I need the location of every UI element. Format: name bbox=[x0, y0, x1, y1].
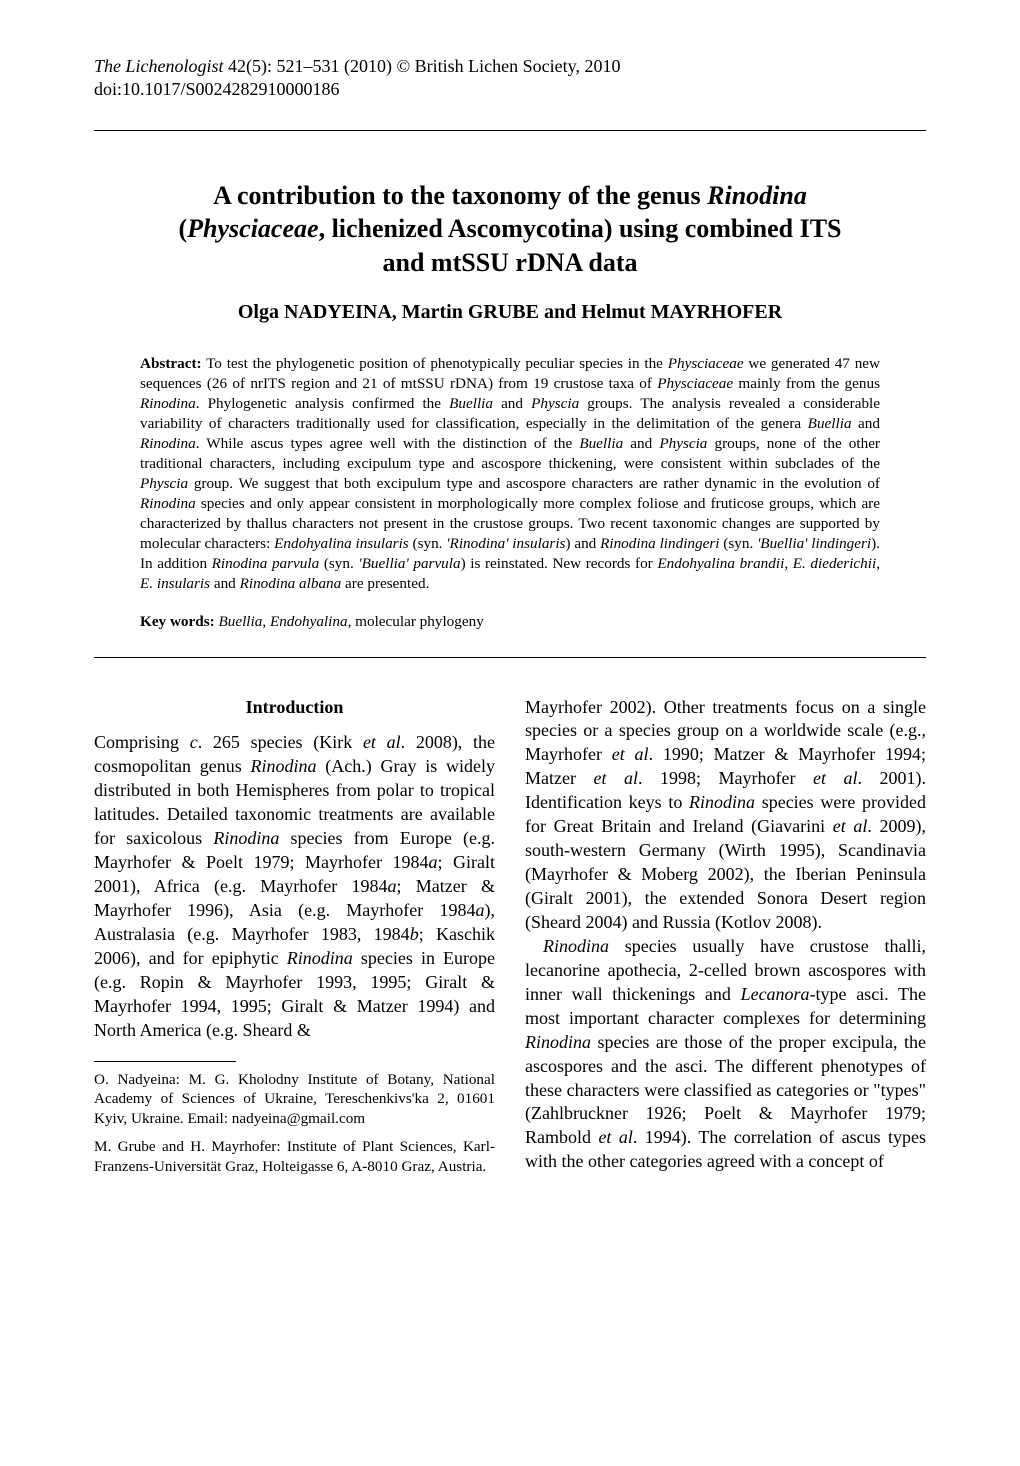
abstract-text: and bbox=[493, 395, 531, 412]
abstract-text: and bbox=[623, 435, 659, 452]
abstract-ital: Rinodina albana bbox=[240, 575, 342, 592]
affiliation-rule bbox=[94, 1061, 236, 1062]
abstract-text: are presented. bbox=[341, 575, 429, 592]
body-ital: b bbox=[410, 924, 419, 944]
abstract-ital: Rinodina parvula bbox=[212, 555, 320, 572]
body-ital: c bbox=[190, 732, 198, 752]
abstract-ital: Rinodina lindingeri bbox=[600, 535, 719, 552]
body-ital: Rinodina bbox=[251, 756, 317, 776]
body-ital: Rinodina bbox=[287, 948, 353, 968]
body-ital: et al bbox=[598, 1127, 632, 1147]
body-ital: Rino­dina bbox=[525, 1032, 591, 1052]
introduction-heading: Introduction bbox=[94, 696, 495, 720]
right-column: Mayrhofer 2002). Other treatments focus … bbox=[525, 696, 926, 1177]
title-seg-ital: Physciaceae bbox=[187, 214, 318, 243]
abstract-ital: Rinodina bbox=[140, 495, 196, 512]
intro-paragraph-1-cont: Mayrhofer 2002). Other treatments focus … bbox=[525, 696, 926, 935]
left-column: Introduction Comprising c. 265 species (… bbox=[94, 696, 495, 1177]
abstract-text: and bbox=[852, 415, 880, 432]
keywords: Key words: Buellia, Endohyalina, molecul… bbox=[140, 613, 880, 631]
keywords-ital: Buellia bbox=[218, 613, 262, 630]
abstract-ital: Endohyalina insularis bbox=[274, 535, 409, 552]
abstract-ital: Buellia bbox=[449, 395, 493, 412]
body-ital: Rinodina bbox=[543, 936, 609, 956]
body-ital: Rinodina bbox=[213, 828, 279, 848]
body-text: Comprising bbox=[94, 732, 190, 752]
abstract-text: To test the phylogenetic position of phe… bbox=[202, 355, 668, 372]
body-text: . 1998; Mayrhofer bbox=[638, 768, 813, 788]
title-block: A contribution to the taxonomy of the ge… bbox=[130, 179, 890, 279]
authors: Olga NADYEINA, Martin GRUBE and Helmut M… bbox=[94, 301, 926, 324]
title-seg: , lichenized Ascomycotina) using combine… bbox=[319, 214, 842, 243]
abstract: Abstract: To test the phylogenetic posit… bbox=[140, 354, 880, 595]
intro-paragraph-2: Rinodina species usually have crustose t… bbox=[525, 935, 926, 1174]
body-ital: et al bbox=[593, 768, 638, 788]
journal-volume: 42(5): 521–531 (2010) © British Lichen S… bbox=[224, 56, 621, 76]
title-seg: ( bbox=[179, 214, 188, 243]
abstract-text: (syn. bbox=[409, 535, 447, 552]
abstract-ital: Physciaceae bbox=[657, 375, 733, 392]
title-seg-ital: Rinodina bbox=[707, 181, 807, 210]
abstract-ital: Endohyalina brandii bbox=[657, 555, 784, 572]
keywords-ital: Endohyalina bbox=[270, 613, 348, 630]
affiliation-2: M. Grube and H. Mayrhofer: Institute of … bbox=[94, 1137, 495, 1177]
abstract-text: . While ascus types agree well with the … bbox=[196, 435, 580, 452]
title-seg: A contribution to the taxonomy of the ge… bbox=[213, 181, 707, 210]
body-ital: a bbox=[429, 852, 438, 872]
keywords-label: Key words: bbox=[140, 613, 215, 630]
body-ital: Rinodina bbox=[689, 792, 755, 812]
journal-name: The Lichenologist bbox=[94, 56, 224, 76]
journal-header: The Lichenologist 42(5): 521–531 (2010) … bbox=[94, 56, 926, 77]
keywords-text: , molecular phylogeny bbox=[348, 613, 484, 630]
mid-rule bbox=[94, 657, 926, 658]
abstract-ital: Rinodina bbox=[140, 395, 196, 412]
abstract-ital: 'Buellia' parvula bbox=[358, 555, 460, 572]
abstract-ital: Physcia bbox=[531, 395, 579, 412]
body-text: . 265 species (Kirk bbox=[198, 732, 363, 752]
abstract-text: (syn. bbox=[719, 535, 757, 552]
doi: doi:10.1017/S0024282910000186 bbox=[94, 79, 926, 100]
abstract-text: , bbox=[784, 555, 792, 572]
top-rule bbox=[94, 130, 926, 131]
body-ital: a bbox=[476, 900, 485, 920]
affiliation-1: O. Nadyeina: M. G. Kholodny Institute of… bbox=[94, 1070, 495, 1129]
abstract-text: mainly from the genus bbox=[733, 375, 880, 392]
body-columns: Introduction Comprising c. 265 species (… bbox=[94, 696, 926, 1177]
abstract-text: . Phylogenetic analysis confirmed the bbox=[196, 395, 449, 412]
abstract-text: (syn. bbox=[319, 555, 358, 572]
title-seg: and mtSSU rDNA data bbox=[383, 248, 638, 277]
abstract-ital: 'Rinodina' insularis bbox=[446, 535, 565, 552]
body-ital: et al bbox=[813, 768, 858, 788]
article-title: A contribution to the taxonomy of the ge… bbox=[130, 179, 890, 279]
abstract-ital: Physcia bbox=[140, 475, 188, 492]
body-ital: Lecanora bbox=[741, 984, 810, 1004]
abstract-ital: Physcia bbox=[659, 435, 707, 452]
abstract-text: and bbox=[210, 575, 240, 592]
abstract-text: group. We suggest that both excipulum ty… bbox=[188, 475, 880, 492]
abstract-text: ) is reinstated. New records for bbox=[461, 555, 658, 572]
intro-paragraph-1: Comprising c. 265 species (Kirk et al. 2… bbox=[94, 731, 495, 1042]
abstract-ital: 'Buellia' lindingeri bbox=[757, 535, 871, 552]
body-ital: et al bbox=[833, 816, 868, 836]
abstract-ital: Physciaceae bbox=[668, 355, 744, 372]
abstract-ital: Rinodina bbox=[140, 435, 196, 452]
abstract-ital: Buellia bbox=[808, 415, 852, 432]
body-ital: et al bbox=[612, 744, 649, 764]
affiliations: O. Nadyeina: M. G. Kholodny Institute of… bbox=[94, 1070, 495, 1177]
abstract-ital: Buellia bbox=[579, 435, 623, 452]
abstract-label: Abstract: bbox=[140, 355, 202, 372]
abstract-text: ) and bbox=[565, 535, 600, 552]
keywords-text: , bbox=[262, 613, 270, 630]
body-ital: et al bbox=[363, 732, 401, 752]
